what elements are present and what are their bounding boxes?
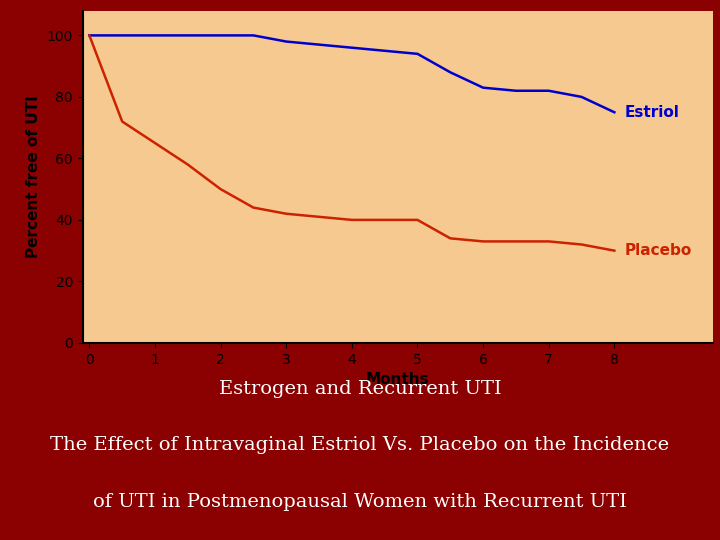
Text: The Effect of Intravaginal Estriol Vs. Placebo on the Incidence: The Effect of Intravaginal Estriol Vs. P…	[50, 436, 670, 455]
X-axis label: Months: Months	[366, 372, 430, 387]
Text: Estrogen and Recurrent UTI: Estrogen and Recurrent UTI	[219, 380, 501, 398]
Text: Estriol: Estriol	[624, 105, 679, 120]
Text: Placebo: Placebo	[624, 243, 691, 258]
Y-axis label: Percent free of UTI: Percent free of UTI	[26, 96, 41, 258]
Text: of UTI in Postmenopausal Women with Recurrent UTI: of UTI in Postmenopausal Women with Recu…	[93, 493, 627, 511]
